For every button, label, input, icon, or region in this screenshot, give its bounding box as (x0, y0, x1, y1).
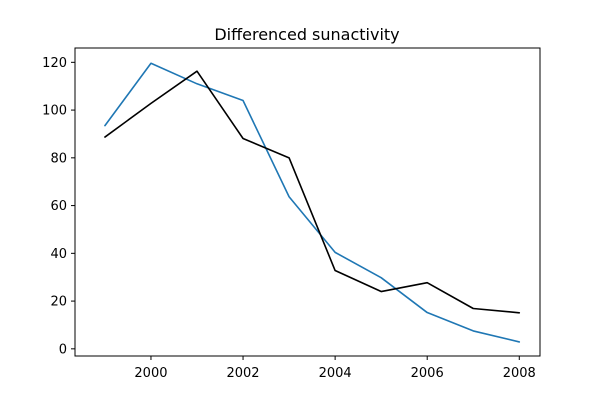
y-tick-label: 0 (59, 342, 67, 357)
x-tick-label: 2000 (134, 366, 167, 381)
x-tick-label: 2004 (319, 366, 352, 381)
y-tick-label: 20 (50, 295, 67, 310)
series-line-2 (104, 70, 521, 314)
y-tick-label: 100 (42, 104, 67, 119)
plot-frame (74, 47, 541, 357)
chart-title: Differenced sunactivity (214, 25, 399, 44)
x-tick-label: 2008 (503, 366, 536, 381)
y-tick-label: 80 (50, 151, 67, 166)
x-tick-label: 2002 (226, 366, 259, 381)
series-line-1 (104, 62, 521, 343)
y-tick-label: 40 (50, 247, 67, 262)
y-tick-label: 60 (50, 199, 67, 214)
y-axis: 0 20 40 60 80 100 120 (42, 56, 75, 357)
series-layer (104, 62, 521, 343)
y-tick-label: 120 (42, 56, 67, 71)
x-tick-label: 2006 (411, 366, 444, 381)
x-axis: 2000 2002 2004 2006 2008 (134, 356, 536, 381)
